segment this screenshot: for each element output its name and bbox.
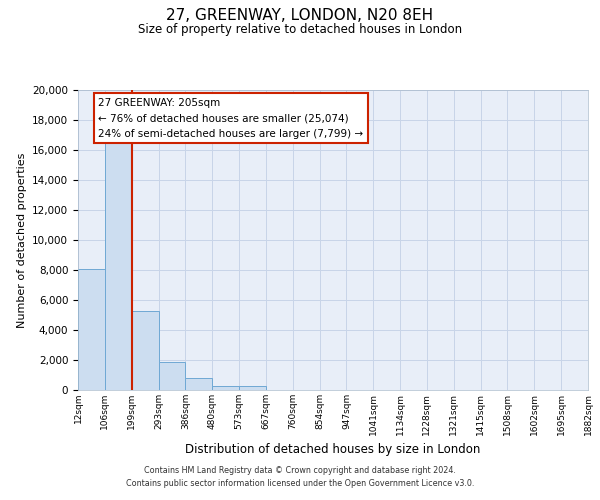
Bar: [239, 386, 266, 390]
Bar: [131, 310, 158, 390]
Text: 27, GREENWAY, LONDON, N20 8EH: 27, GREENWAY, LONDON, N20 8EH: [166, 8, 434, 22]
Bar: [105, 141, 131, 390]
Y-axis label: Number of detached properties: Number of detached properties: [17, 152, 26, 328]
Text: 27 GREENWAY: 205sqm
← 76% of detached houses are smaller (25,074)
24% of semi-de: 27 GREENWAY: 205sqm ← 76% of detached ho…: [98, 98, 364, 138]
Text: Size of property relative to detached houses in London: Size of property relative to detached ho…: [138, 22, 462, 36]
Bar: [212, 386, 239, 390]
Text: Contains HM Land Registry data © Crown copyright and database right 2024.
Contai: Contains HM Land Registry data © Crown c…: [126, 466, 474, 487]
Bar: [185, 378, 212, 390]
Bar: [78, 268, 105, 390]
Bar: [158, 362, 185, 390]
Text: Distribution of detached houses by size in London: Distribution of detached houses by size …: [185, 442, 481, 456]
